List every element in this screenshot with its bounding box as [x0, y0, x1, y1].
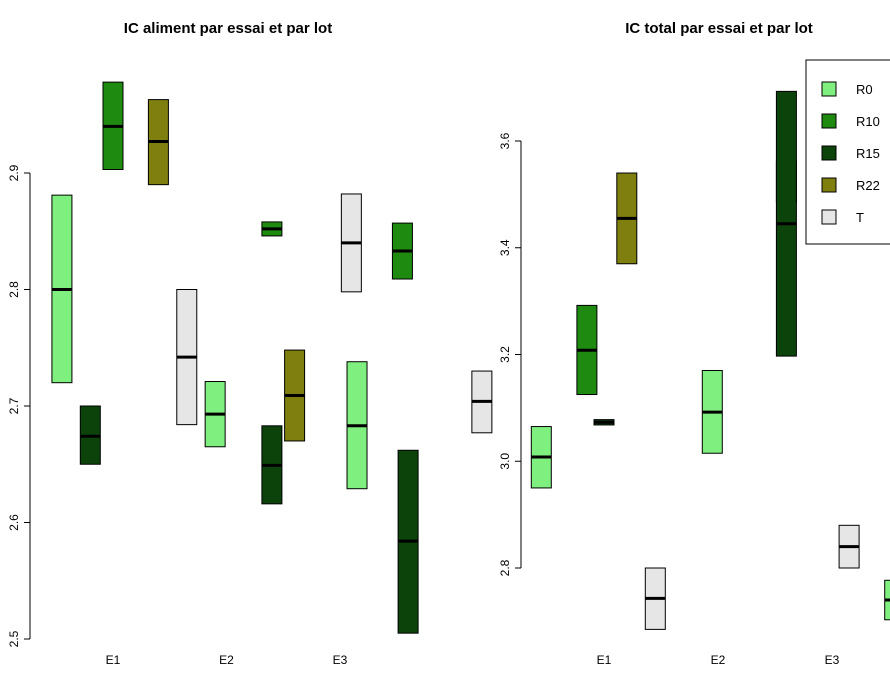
x-tick-label: E1 — [106, 653, 121, 667]
legend-swatch — [821, 81, 837, 97]
box-r15 — [79, 405, 101, 465]
x-ticks: E1 E2 E3 — [597, 653, 840, 667]
box-r0 — [51, 194, 73, 384]
box-r22 — [616, 172, 638, 265]
box-r10 — [391, 222, 413, 280]
y-tick-label: 2.8 — [498, 559, 512, 576]
box-t — [340, 193, 362, 293]
y-tick-label: 2.7 — [7, 397, 21, 414]
box-r15 — [397, 449, 419, 634]
y-tick-label: 2.8 — [7, 281, 21, 298]
box-r10 — [261, 221, 283, 237]
legend-item-t: T — [821, 209, 864, 225]
box-r15 — [775, 90, 797, 357]
y-tick-label: 2.5 — [7, 630, 21, 647]
chart-ic-aliment: IC aliment par essai et par lot 2.52.62.… — [7, 20, 493, 667]
box-r15 — [593, 419, 615, 426]
box-r0 — [346, 361, 368, 490]
legend-label: R22 — [856, 178, 880, 193]
x-tick-label: E3 — [825, 653, 840, 667]
legend-label: R15 — [856, 146, 880, 161]
y-tick-label: 3.6 — [498, 132, 512, 149]
legend-item-r0: R0 — [821, 81, 873, 97]
y-ticks: 2.5 2.6 2.7 2.8 2.9 — [7, 164, 30, 647]
box-t — [471, 370, 493, 434]
legend-swatch — [821, 209, 837, 225]
boxes — [530, 80, 890, 630]
y-tick-label: 3.2 — [498, 346, 512, 363]
box-r0 — [530, 426, 552, 489]
boxes — [51, 81, 493, 634]
y-tick-label: 2.6 — [7, 514, 21, 531]
y-ticks: 2.8 3.0 3.2 3.4 3.6 — [498, 132, 521, 576]
legend-label: R0 — [856, 82, 873, 97]
box-t — [644, 567, 666, 630]
chart-title: IC total par essai et par lot — [625, 20, 813, 37]
box-r0 — [204, 381, 226, 448]
box-r10 — [576, 304, 598, 396]
chart-ic-total: IC total par essai et par lot 2.8 3.0 3.2 3… — [498, 20, 890, 667]
x-tick-label: E2 — [219, 653, 234, 667]
legend-label: R10 — [856, 114, 880, 129]
box-r22 — [147, 99, 169, 186]
legend: R0 R10 R15 R22 T — [805, 59, 890, 245]
y-tick-label: 3.4 — [498, 239, 512, 256]
y-tick-label: 2.9 — [7, 164, 21, 181]
legend-item-r22: R22 — [821, 177, 880, 193]
legend-swatch — [821, 177, 837, 193]
box-r15 — [261, 425, 283, 505]
box-r22 — [284, 349, 306, 442]
legend-item-r10: R10 — [821, 113, 880, 129]
chart-title: IC aliment par essai et par lot — [124, 20, 332, 37]
box-r0 — [884, 579, 890, 621]
legend-item-r15: R15 — [821, 145, 880, 161]
x-ticks: E1 E2 E3 — [106, 653, 348, 667]
x-tick-label: E2 — [711, 653, 726, 667]
box-r10 — [102, 81, 124, 171]
box-t — [176, 289, 198, 426]
x-tick-label: E3 — [333, 653, 348, 667]
legend-label: T — [856, 210, 864, 225]
legend-frame — [805, 59, 890, 245]
y-tick-label: 3.0 — [498, 453, 512, 470]
x-tick-label: E1 — [597, 653, 612, 667]
box-r0 — [701, 370, 723, 454]
legend-swatch — [821, 113, 837, 129]
box-t — [838, 524, 860, 569]
legend-swatch — [821, 145, 837, 161]
